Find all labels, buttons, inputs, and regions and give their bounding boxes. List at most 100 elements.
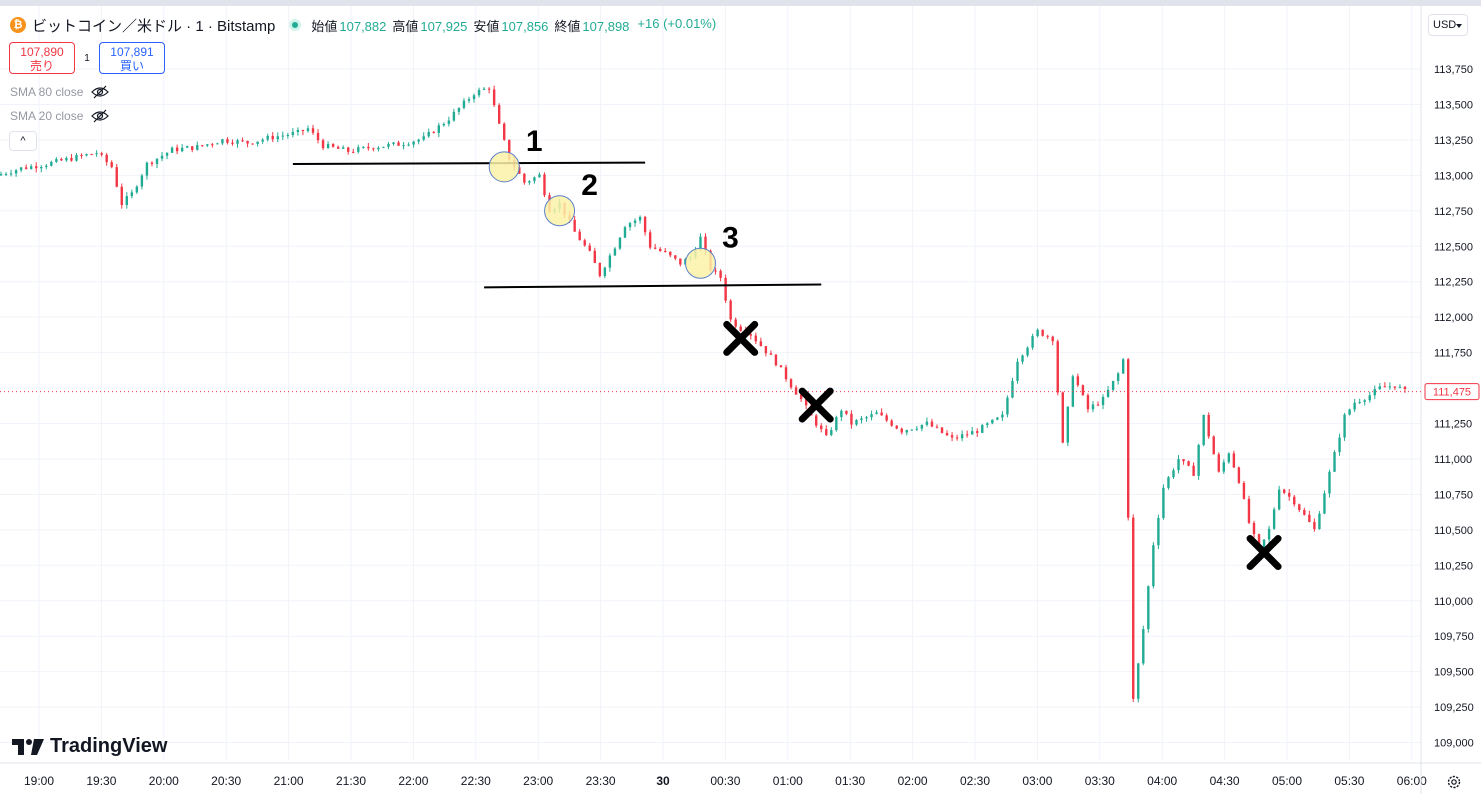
candle-body <box>528 181 531 183</box>
logo-text: TradingView <box>50 735 168 757</box>
candle-body <box>1116 373 1120 381</box>
chart-area[interactable]: 113,750 113,500 113,250 113,000 112,750 112,5… <box>0 6 1481 794</box>
price-axis-label: 113,250 <box>1434 135 1473 147</box>
candle-body <box>4 173 8 175</box>
candle-body <box>271 135 274 140</box>
candle-body <box>1187 461 1190 466</box>
candle-body <box>724 277 727 301</box>
low-label: 安値 <box>473 18 500 34</box>
candle-body <box>1197 444 1200 476</box>
candle-body <box>462 100 466 108</box>
candle-body <box>1056 341 1059 393</box>
candle-body <box>875 412 878 415</box>
indicator-sma-20[interactable]: SMA 20 close <box>10 109 110 123</box>
sell-button[interactable]: 107,890 売り <box>9 42 75 74</box>
candle-body <box>648 232 652 248</box>
price-axis-label: 111,000 <box>1434 454 1472 466</box>
candle-body <box>1388 386 1392 388</box>
annotation-number-label: 2 <box>581 169 598 202</box>
candle-body <box>1081 385 1085 396</box>
candle-body <box>764 346 768 354</box>
eye-off-icon[interactable] <box>91 85 110 99</box>
candle-body <box>1217 454 1220 472</box>
candle-body <box>910 429 914 431</box>
time-axis-label: 21:30 <box>336 774 366 788</box>
highlight-circle-drawing <box>684 247 716 279</box>
symbol-title[interactable]: ビットコイン／米ドル · 1 · Bitstamp <box>32 17 276 35</box>
candle-body <box>996 417 999 420</box>
candle-body <box>835 417 838 431</box>
candle-body <box>1222 462 1226 472</box>
price-axis-label: 112,500 <box>1434 241 1473 253</box>
candle-body <box>150 162 154 164</box>
open-value: 107,882 <box>339 18 387 34</box>
tradingview-logo-icon <box>12 738 44 755</box>
candle-body <box>674 255 677 259</box>
candle-body <box>45 165 48 168</box>
collapse-legend-button[interactable]: ^ <box>9 131 37 151</box>
candle-body <box>1378 386 1382 390</box>
eye-off-icon[interactable] <box>91 109 110 123</box>
candle-body <box>986 423 989 426</box>
candle-body <box>1383 386 1387 388</box>
candle-body <box>392 142 395 144</box>
symbol-legend[interactable]: ₿ ビットコイン／米ドル · 1 · Bitstamp 始値 107,882 高値… <box>10 14 716 36</box>
candle-body <box>145 162 149 176</box>
candle-body <box>940 427 944 433</box>
candle-body <box>70 157 73 161</box>
candle-body <box>1066 406 1070 443</box>
candle-body <box>885 415 888 421</box>
candle-body <box>1207 414 1210 437</box>
candle-body <box>1106 389 1110 397</box>
candle-body <box>321 140 325 149</box>
candle-body <box>1227 453 1231 463</box>
candle-body <box>1091 404 1095 410</box>
candle-body <box>1121 359 1125 374</box>
candle-body <box>191 146 194 150</box>
candle-body <box>1282 489 1286 493</box>
last-price-badge <box>1424 383 1480 401</box>
indicator-sma-80[interactable]: SMA 80 close <box>10 85 110 99</box>
market-status-icon[interactable] <box>289 19 302 31</box>
settings-gear-icon[interactable] <box>1446 774 1462 790</box>
candle-body <box>100 153 103 155</box>
candle-body <box>754 335 758 342</box>
candle-body <box>669 251 672 256</box>
cross-mark-drawing <box>1246 535 1282 571</box>
time-axis-label: 19:00 <box>24 774 54 788</box>
candle-body <box>9 173 13 175</box>
candle-body <box>1353 402 1356 410</box>
candle-body <box>1237 467 1241 483</box>
price-axis-label: 112,250 <box>1434 277 1473 289</box>
candle-body <box>1328 471 1331 494</box>
candle-body <box>1127 359 1130 518</box>
candle-body <box>382 146 385 148</box>
candle-body <box>734 319 737 327</box>
candle-body <box>679 258 682 265</box>
time-axis-label: 02:30 <box>960 774 990 788</box>
candle-body <box>412 141 415 145</box>
candle-body <box>664 250 667 252</box>
candle-body <box>1006 397 1009 415</box>
candle-body <box>397 142 400 146</box>
time-axis-label: 30 <box>656 774 670 788</box>
candle-body <box>155 158 159 164</box>
candle-body <box>976 431 979 433</box>
candle-body <box>432 131 435 133</box>
candle-body <box>1061 392 1064 443</box>
candle-body <box>759 341 763 347</box>
candle-body <box>261 139 264 142</box>
candle-body <box>1348 409 1351 415</box>
tradingview-logo[interactable]: TradingView <box>12 735 167 758</box>
candle-body <box>1257 534 1261 549</box>
currency-selector[interactable]: USD <box>1428 14 1468 36</box>
time-axis-label: 05:30 <box>1334 774 1364 788</box>
buy-button[interactable]: 107,891 買い <box>99 42 165 74</box>
candle-body <box>497 105 501 124</box>
candle-body <box>965 434 969 436</box>
candle-body <box>508 139 511 160</box>
candle-body <box>1363 400 1366 402</box>
candle-body <box>633 220 637 224</box>
candle-body <box>1318 513 1321 530</box>
candle-body <box>1096 404 1100 406</box>
